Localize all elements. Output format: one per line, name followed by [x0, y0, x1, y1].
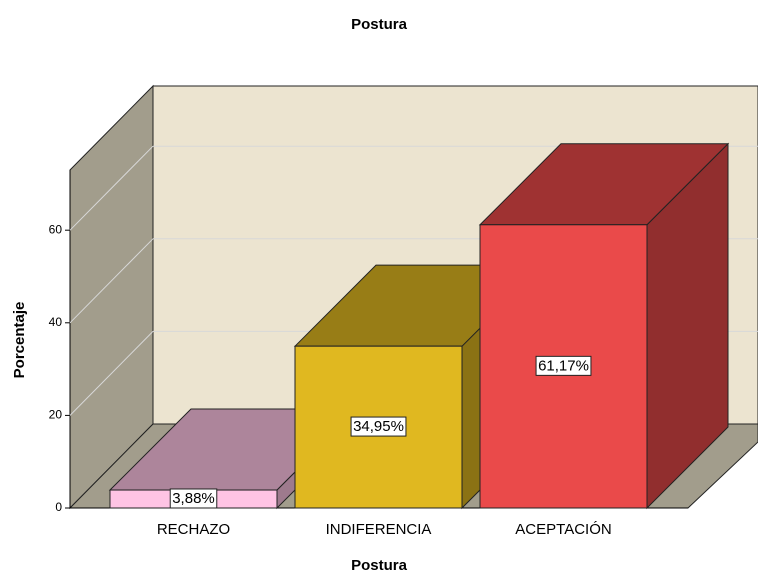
x-axis-title: Postura [351, 557, 408, 574]
grid-line [69, 238, 154, 324]
value-label: 61,17% [538, 357, 589, 374]
grid-line [69, 145, 154, 231]
x-tick-label: INDIFERENCIA [326, 521, 432, 538]
y-tick-label: 20 [49, 408, 63, 422]
value-label-box [535, 355, 592, 376]
x-tick-label: RECHAZO [157, 521, 230, 538]
value-label: 34,95% [353, 418, 404, 435]
value-label: 3,88% [172, 490, 215, 507]
y-tick-label: 60 [49, 222, 63, 236]
chart-title: Postura [351, 16, 408, 33]
value-label-box [169, 488, 218, 509]
grid-line [69, 331, 154, 416]
x-tick-label: ACEPTACIÓN [515, 521, 611, 538]
y-axis-title: Porcentaje [11, 302, 28, 379]
y-tick-label: 0 [55, 500, 62, 514]
y-tick-label: 40 [49, 315, 63, 329]
value-label-box [350, 416, 407, 437]
bar [479, 224, 648, 509]
